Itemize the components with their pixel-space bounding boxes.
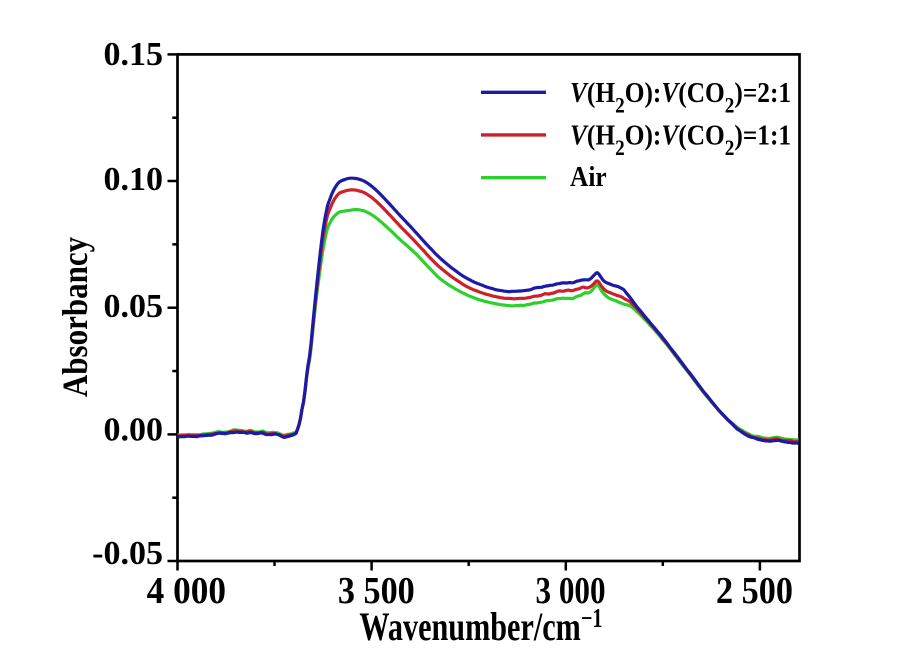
svg-text:Air: Air [570, 160, 607, 192]
svg-text:3 500: 3 500 [338, 569, 415, 611]
svg-text:0.15: 0.15 [104, 36, 164, 73]
svg-text:0.10: 0.10 [104, 161, 164, 198]
svg-text:4 000: 4 000 [147, 569, 226, 612]
svg-text:Absorbancy: Absorbancy [56, 237, 96, 397]
svg-text:0.05: 0.05 [104, 288, 164, 325]
svg-text:Wavenumber/cm−1: Wavenumber/cm−1 [359, 604, 602, 649]
svg-text:-0.05: -0.05 [92, 535, 163, 572]
svg-text:2 500: 2 500 [716, 569, 793, 611]
svg-text:3 000: 3 000 [535, 569, 605, 612]
svg-text:0.00: 0.00 [104, 412, 164, 449]
